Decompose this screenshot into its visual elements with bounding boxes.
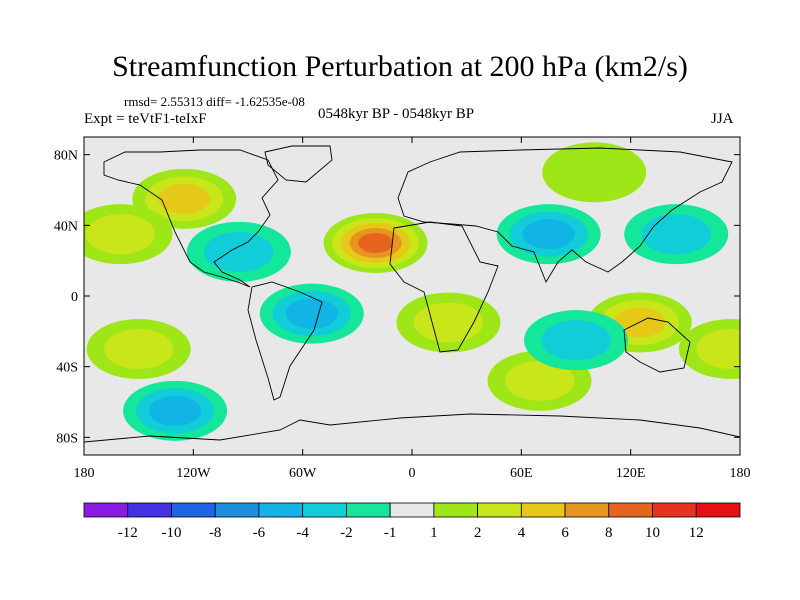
colorbar-swatch	[695, 502, 741, 518]
colorbar-label: -8	[209, 525, 222, 541]
colorbar-swatch	[520, 502, 566, 518]
colorbar-label: -12	[118, 525, 138, 541]
y-tick-label: 0	[71, 290, 78, 305]
colorbar: -12 -10 -8 -6 -4 -2 -1 1 2 4 6 8 10 12	[83, 502, 741, 541]
coast-greenland	[264, 145, 333, 183]
colorbar-label: -2	[340, 525, 353, 541]
colorbar-swatch	[433, 502, 479, 518]
colorbar-label: -1	[384, 525, 397, 541]
colorbar-swatch	[389, 502, 435, 518]
colorbar-label: 1	[430, 525, 438, 541]
colorbar-label: 8	[605, 525, 613, 541]
anomaly-center	[186, 221, 291, 282]
anomaly-center	[123, 380, 228, 441]
colorbar-swatch	[83, 502, 129, 518]
contour-band	[504, 360, 575, 401]
colorbar-swatch	[608, 502, 653, 518]
colorbar-label: -10	[161, 525, 181, 541]
colorbar-label: -6	[253, 525, 266, 541]
anomaly-center	[259, 283, 364, 344]
colorbar-label: 10	[645, 525, 660, 541]
contour-band	[413, 302, 484, 343]
contour-band	[541, 320, 611, 361]
coast-north-america	[103, 149, 279, 288]
anomaly-center	[396, 292, 501, 353]
contour-band	[358, 233, 393, 253]
anomaly-center	[84, 204, 173, 265]
contour-band	[149, 395, 202, 426]
colorbar-swatch	[564, 502, 610, 518]
x-tick-label: 180	[74, 466, 95, 481]
anomaly-center	[86, 319, 191, 379]
x-tick-label: 60W	[289, 466, 317, 481]
contour-band	[542, 142, 647, 203]
coast-africa	[389, 221, 499, 353]
colorbar-label: 2	[474, 525, 482, 541]
anomaly-center	[542, 142, 647, 203]
anomaly-center	[323, 213, 428, 273]
map-axes: 180 120W 60W 0 60E 120E 180 80N 40N 0 40S 80S	[54, 137, 751, 481]
anomaly-center	[496, 204, 601, 265]
period-label: 0548kyr BP - 0548kyr BP	[318, 106, 475, 122]
contour-band	[158, 183, 211, 214]
contour-band	[522, 219, 575, 250]
contour-band	[641, 214, 711, 255]
colorbar-label: -4	[296, 525, 309, 541]
colorbar-label: 12	[689, 525, 704, 541]
x-tick-label: 180	[730, 466, 751, 481]
anomaly-center	[624, 204, 729, 265]
anomaly-center	[132, 168, 237, 229]
map-title: Streamfunction Perturbation at 200 hPa (…	[112, 50, 688, 83]
colorbar-swatch	[652, 502, 697, 518]
colorbar-swatch	[302, 502, 347, 518]
colorbar-label: 4	[518, 525, 526, 541]
colorbar-swatch	[127, 502, 172, 518]
colorbar-swatch	[258, 502, 304, 518]
x-tick-label: 60E	[510, 466, 533, 481]
anomaly-center	[524, 310, 628, 371]
contour-band	[204, 231, 274, 272]
x-tick-label: 0	[409, 466, 416, 481]
colorbar-swatch	[477, 502, 522, 518]
coast-australia	[623, 317, 691, 373]
colorbar-label: 6	[561, 525, 569, 541]
experiment-label: Expt = teVtF1-teIxF	[84, 111, 207, 127]
y-tick-label: 80N	[54, 149, 78, 164]
coast-eurasia	[397, 147, 733, 284]
season-label: JJA	[711, 111, 734, 127]
anomaly-center	[678, 319, 740, 379]
coast-antarctica	[84, 413, 740, 443]
colorbar-swatch	[171, 502, 216, 518]
coastlines	[84, 145, 740, 443]
contour-band	[285, 298, 338, 329]
contour-band	[696, 329, 740, 369]
contour-band	[85, 214, 156, 255]
contour-band	[104, 329, 174, 369]
y-tick-label: 40S	[56, 361, 78, 376]
x-tick-label: 120W	[176, 466, 211, 481]
coast-south-america	[247, 281, 323, 401]
y-tick-label: 40N	[54, 219, 78, 234]
colorbar-swatch	[214, 502, 260, 518]
colorbar-swatch	[345, 502, 391, 518]
x-tick-label: 120E	[616, 466, 646, 481]
y-tick-label: 80S	[56, 431, 78, 446]
stats-line: rmsd= 2.55313 diff= -1.62535e-08	[124, 94, 305, 109]
